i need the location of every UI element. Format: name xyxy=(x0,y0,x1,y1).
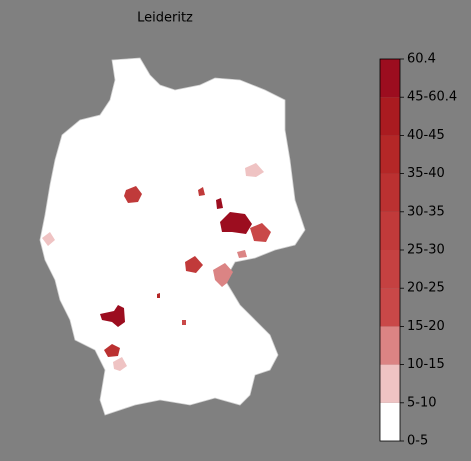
colorbar-segment xyxy=(380,135,400,174)
country-outline xyxy=(39,57,306,416)
colorbar-label: 25-30 xyxy=(407,243,445,258)
colorbar-label: 5-10 xyxy=(407,395,437,410)
colorbar-segment xyxy=(380,59,400,98)
colorbar-label: 20-25 xyxy=(407,281,445,296)
region xyxy=(245,163,264,177)
colorbar-label: 15-20 xyxy=(407,319,445,334)
region xyxy=(185,256,203,273)
region xyxy=(42,232,55,246)
colorbar-segment xyxy=(380,97,400,136)
region xyxy=(216,198,223,209)
region xyxy=(104,344,120,357)
colorbar-segment xyxy=(380,402,400,441)
region xyxy=(198,187,205,196)
region xyxy=(182,320,186,325)
colorbar-label: 30-35 xyxy=(407,204,445,219)
colorbar-segment xyxy=(380,364,400,403)
colorbar-label: 10-15 xyxy=(407,357,445,372)
region xyxy=(124,186,142,203)
region xyxy=(220,212,252,234)
colorbar-label: 0-5 xyxy=(407,434,428,449)
colorbar-segment xyxy=(380,211,400,250)
colorbar-label: 35-40 xyxy=(407,166,445,181)
colorbar-segment xyxy=(380,250,400,289)
germany-map xyxy=(39,57,306,416)
colorbar-label: 60.4 xyxy=(407,52,436,67)
region xyxy=(250,223,271,242)
colorbar-segment xyxy=(380,326,400,365)
colorbar-label: 45-60.4 xyxy=(407,90,457,105)
map-title: Leideritz xyxy=(137,11,193,26)
region xyxy=(157,293,160,298)
region xyxy=(213,263,233,287)
region xyxy=(113,357,127,371)
region xyxy=(100,305,125,327)
colorbar-segment xyxy=(380,173,400,212)
colorbar-label: 40-45 xyxy=(407,128,445,143)
colorbar-segment xyxy=(380,288,400,327)
region xyxy=(237,250,247,258)
colorbar: 0-5 5-10 10-15 15-20 20-25 25-30 30-35 35-40 40-… xyxy=(379,52,457,449)
